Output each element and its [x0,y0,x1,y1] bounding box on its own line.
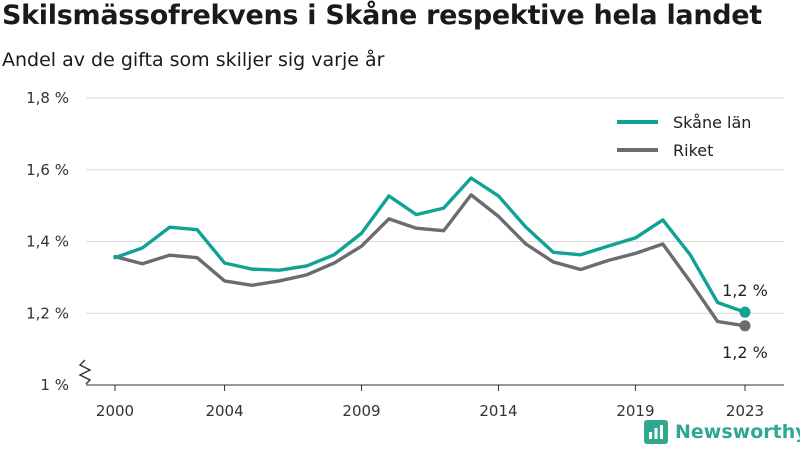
legend: Skåne län Riket [617,113,751,160]
legend-label: Riket [673,141,713,160]
series-line [113,193,747,328]
gridlines [86,97,784,314]
x-tick-label: 2004 [205,402,243,420]
y-tick-label: 1 % [40,376,69,394]
x-tick-label: 2023 [726,402,764,420]
axis-break-mask [76,360,94,382]
brand-logo: Newsworthy [644,420,800,444]
series-lines: 1,2 % 1,2 % [113,176,768,362]
x-tick-label: 2014 [479,402,517,420]
series-end-marker [739,306,751,318]
series-end-label: 1,2 % [722,343,768,362]
bar-chart-logo-icon [644,420,668,444]
x-tick-label: 2000 [96,402,134,420]
brand-name: Newsworthy [675,421,800,443]
y-tick-label: 1,4 % [26,233,69,251]
axis-break-zigzag [78,359,92,385]
chart-subtitle: Andel av de gifta som skiljer sig varje … [2,49,385,71]
chart-title: Skilsmässofrekvens i Skåne respektive he… [2,0,762,31]
series-end-label: 1,2 % [722,281,768,300]
series-end-marker [739,320,751,332]
y-tick-label: 1,8 % [26,89,69,107]
x-tick-label: 2009 [342,402,380,420]
x-tick-label: 2019 [616,402,654,420]
axis-break-icon [76,359,94,385]
series-line [113,176,747,314]
y-tick-label: 1,6 % [26,161,69,179]
axes: 1 % 1,2 % 1,4 % 1,6 % 1,8 % 2000 2004 2009 2014 2… [26,89,784,420]
y-tick-label: 1,2 % [26,304,69,322]
legend-label: Skåne län [673,113,751,132]
